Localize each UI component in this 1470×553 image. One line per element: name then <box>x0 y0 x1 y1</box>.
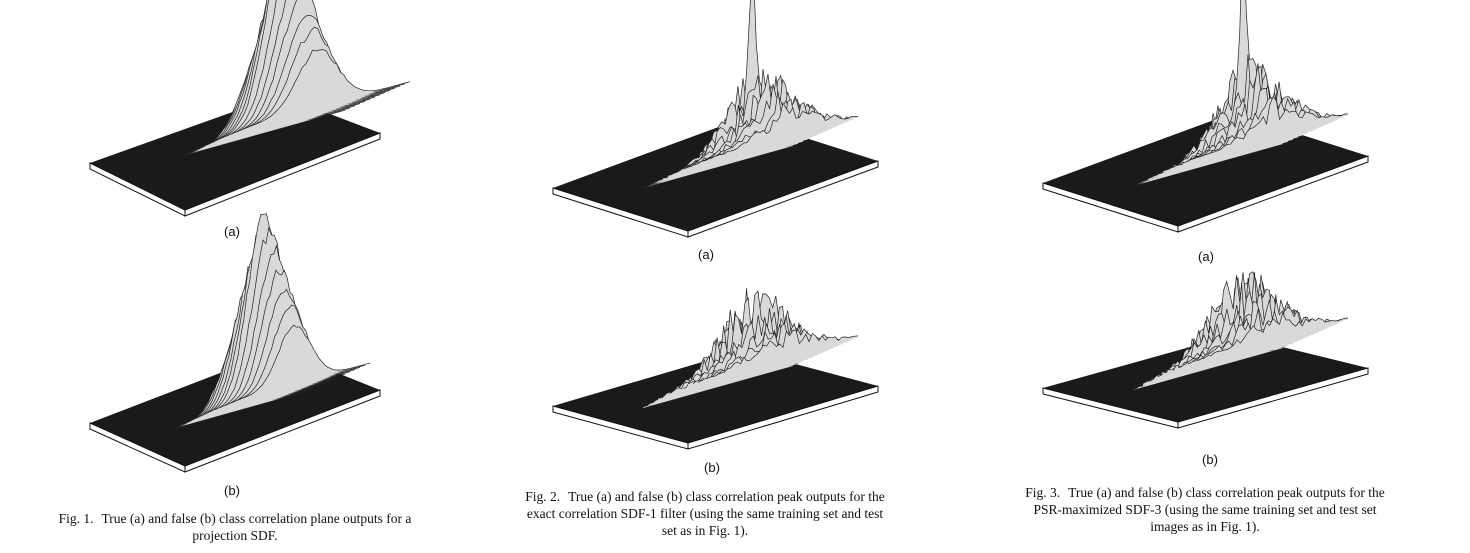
fig2-panel-b-label: (b) <box>704 460 720 475</box>
fig1-caption-label: Fig. 1. <box>58 511 94 526</box>
surface-ridge-line <box>224 269 356 406</box>
surface-ridge-fill <box>708 330 858 380</box>
fig3-panel-a-label: (a) <box>1198 249 1214 264</box>
surface-ridge-line <box>239 324 371 400</box>
surface-ridge-fill <box>1198 96 1348 158</box>
fig2-panel-b-surface-plot <box>552 288 879 450</box>
fig3-caption-line1: True (a) and false (b) class correlation… <box>1068 485 1385 500</box>
fig3-panel-a-surface-plot <box>1042 0 1369 233</box>
surface-ridge-line <box>234 0 396 133</box>
surface-ridge-fill <box>1198 312 1348 362</box>
surface-ridge-line <box>1197 96 1349 158</box>
fig2-panel-a-label: (a) <box>698 247 714 262</box>
fig2-caption-label: Fig. 2. <box>525 489 561 504</box>
surface-ridge-line <box>229 0 391 135</box>
fig2-caption-line1: True (a) and false (b) class correlation… <box>568 489 885 504</box>
fig3-caption-line2: PSR-maximized SDF-3 (using the same trai… <box>1033 502 1377 517</box>
surface-ridge-line <box>239 14 401 131</box>
fig2-caption-line3: set as in Fig. 1). <box>661 523 749 538</box>
fig1-panel-a-surface-plot <box>89 0 411 217</box>
surface-ridge-line <box>249 49 411 127</box>
surface-ridge-fill <box>1133 347 1283 390</box>
surface-ridge-line <box>244 26 406 129</box>
figure-2: (a) (b) Fig. 2. True (a) and false (b) cl… <box>470 0 940 553</box>
fig1-panel-b-label: (b) <box>224 483 240 498</box>
surface-ridge-line <box>234 304 366 402</box>
surface-ridge-fill <box>240 325 370 400</box>
fig3-caption-label: Fig. 3. <box>1025 485 1061 500</box>
fig1-panel-b-surface-plot <box>89 213 381 473</box>
fig3-caption-line3: images as in Fig. 1). <box>1150 519 1260 534</box>
surface-ridge-line <box>229 288 361 404</box>
surface-ridge-fill <box>708 103 858 160</box>
fig3-caption: Fig. 3. True (a) and false (b) class corr… <box>940 484 1470 535</box>
fig1-caption: Fig. 1. True (a) and false (b) class corr… <box>0 510 470 544</box>
surface-ridge-line <box>702 91 854 162</box>
fig3-panel-b-label: (b) <box>1202 452 1218 467</box>
fig2-caption-line2: exact correlation SDF-1 filter (using th… <box>526 506 884 521</box>
surface-ridge-line <box>1192 96 1344 160</box>
figure-1: (a) (b) Fig. 1. True (a) and false (b) cl… <box>0 0 470 553</box>
fig1-panel-a-label: (a) <box>224 224 240 239</box>
figure-3: (a) (b) Fig. 3. True (a) and false (b) cl… <box>940 0 1470 553</box>
surface-ridge-line <box>707 102 859 160</box>
surface-ridge-line <box>707 329 859 379</box>
surface-ridge-line <box>1197 311 1349 361</box>
fig2-caption: Fig. 2. True (a) and false (b) class corr… <box>470 488 940 539</box>
fig2-panel-a-surface-plot <box>552 0 879 238</box>
fig1-caption-line2: projection SDF. <box>192 528 278 543</box>
fig1-caption-line1: True (a) and false (b) class correlation… <box>101 511 412 526</box>
fig3-panel-b-surface-plot <box>1042 271 1369 429</box>
surface-ridge-fill <box>250 49 410 127</box>
